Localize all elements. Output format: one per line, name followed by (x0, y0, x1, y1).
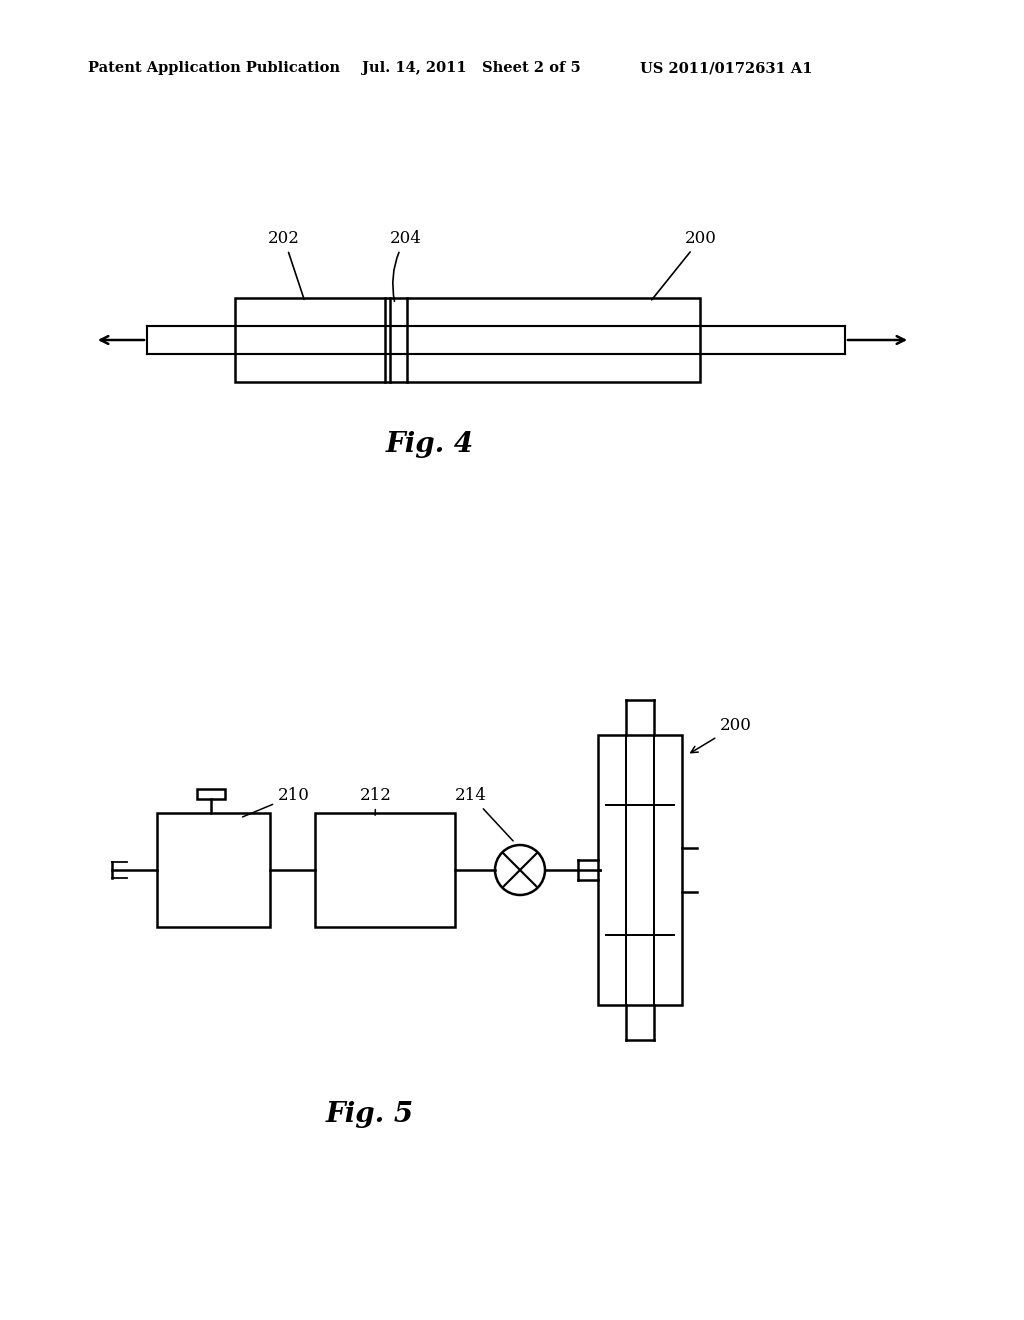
Text: Fig. 4: Fig. 4 (386, 432, 474, 458)
Text: 204: 204 (390, 230, 422, 301)
Bar (197, 789, 224, 799)
Text: 202: 202 (268, 230, 304, 300)
Text: 212: 212 (360, 787, 392, 816)
Text: Patent Application Publication: Patent Application Publication (88, 61, 340, 75)
Bar (157, 813, 270, 927)
Text: US 2011/0172631 A1: US 2011/0172631 A1 (640, 61, 812, 75)
Bar (234, 298, 700, 381)
Text: Fig. 5: Fig. 5 (326, 1101, 414, 1129)
Text: 210: 210 (243, 787, 310, 817)
Text: 200: 200 (691, 717, 752, 752)
Text: Jul. 14, 2011   Sheet 2 of 5: Jul. 14, 2011 Sheet 2 of 5 (362, 61, 581, 75)
Text: 214: 214 (455, 787, 513, 841)
Bar (598, 735, 682, 1005)
Text: 200: 200 (651, 230, 717, 300)
Bar (315, 813, 455, 927)
